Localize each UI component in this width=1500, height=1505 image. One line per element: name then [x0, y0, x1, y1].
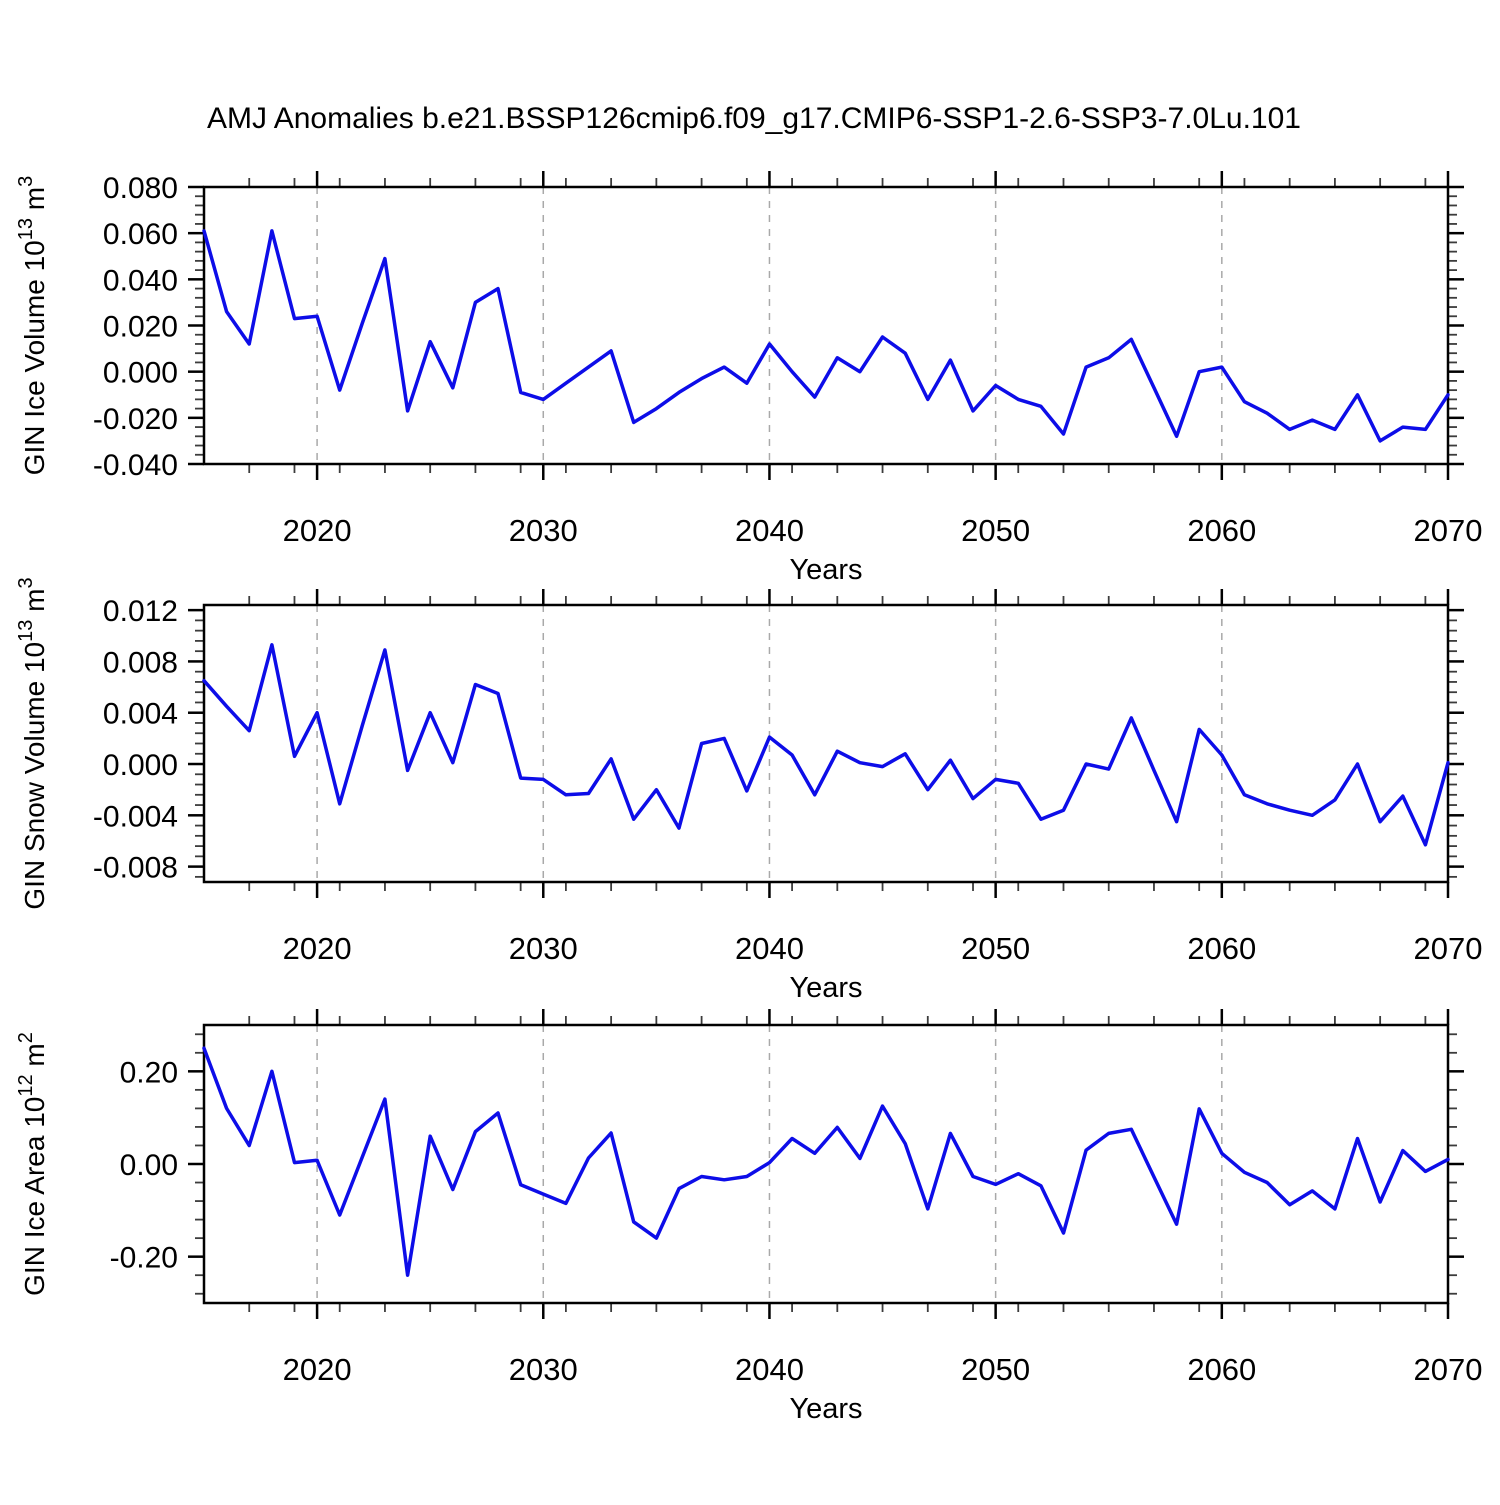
x-tick-label: 2040 [735, 513, 804, 548]
y-tick-label: 0.004 [103, 698, 178, 731]
x-tick-label: 2040 [735, 931, 804, 966]
x-tick-label: 2070 [1414, 513, 1483, 548]
x-tick-label: 2060 [1187, 931, 1256, 966]
x-axis-title: Years [789, 554, 862, 586]
panels-group: 2020 2030 2040 2050 2060 2070 0.080 0.060 0.040 0… [15, 171, 1482, 1425]
y-tick-label: 0.00 [120, 1149, 178, 1182]
chart-title: AMJ Anomalies b.e21.BSSP126cmip6.f09_g17… [207, 102, 1301, 135]
x-tick-label: 2030 [509, 931, 578, 966]
y-axis-title: GIN Ice Volume 1013 m3 [15, 176, 50, 476]
y-tick-label: 0.012 [103, 595, 178, 628]
y-tick-label: 0.040 [103, 264, 178, 297]
x-tick-label: 2050 [961, 1352, 1030, 1387]
x-tick-label: 2020 [283, 513, 352, 548]
x-tick-label: 2070 [1414, 931, 1483, 966]
data-line-gin-ice-volume [202, 229, 1450, 443]
x-tick-label: 2050 [961, 513, 1030, 548]
y-tick-label: 0.000 [103, 357, 178, 390]
panel-gin-ice-volume: 2020 2030 2040 2050 2060 2070 0.080 0.060 0.040 0… [15, 171, 1482, 586]
x-tick-label: 2060 [1187, 1352, 1256, 1387]
x-tick-label: 2030 [509, 513, 578, 548]
panel-frame [202, 185, 1450, 466]
data-line-gin-snow-volume [202, 643, 1450, 847]
x-tick-label: 2040 [735, 1352, 804, 1387]
y-tick-label: -0.040 [93, 449, 178, 482]
panel-gin-snow-volume: 2020 2030 2040 2050 2060 2070 0.012 0.008 0.004 0… [15, 577, 1482, 1004]
panel-frame [202, 1023, 1450, 1305]
panel-gin-ice-area: 2020 2030 2040 2050 2060 2070 0.20 0.00 -0.20 GIN… [15, 1009, 1482, 1425]
data-line-gin-ice-area [202, 1046, 1450, 1277]
x-axis-title: Years [789, 972, 862, 1004]
x-tick-label: 2060 [1187, 513, 1256, 548]
y-tick-label: -0.008 [93, 852, 178, 885]
x-tick-label: 2050 [961, 931, 1030, 966]
x-tick-label: 2020 [283, 1352, 352, 1387]
y-tick-label: 0.020 [103, 311, 178, 344]
panel-frame [202, 603, 1450, 884]
y-tick-label: -0.004 [93, 800, 178, 833]
y-tick-label: 0.080 [103, 172, 178, 205]
y-axis-title: GIN Ice Area 1012 m2 [15, 1032, 50, 1296]
y-tick-label: 0.060 [103, 218, 178, 251]
x-tick-label: 2030 [509, 1352, 578, 1387]
y-tick-label: -0.20 [110, 1242, 178, 1275]
x-tick-label: 2020 [283, 931, 352, 966]
y-tick-label: 0.20 [120, 1056, 178, 1089]
y-tick-label: 0.000 [103, 749, 178, 782]
y-tick-label: 0.008 [103, 646, 178, 679]
y-axis-title: GIN Snow Volume 1013 m3 [15, 577, 50, 909]
x-tick-label: 2070 [1414, 1352, 1483, 1387]
y-tick-label: -0.020 [93, 403, 178, 436]
x-axis-title: Years [789, 1393, 862, 1425]
